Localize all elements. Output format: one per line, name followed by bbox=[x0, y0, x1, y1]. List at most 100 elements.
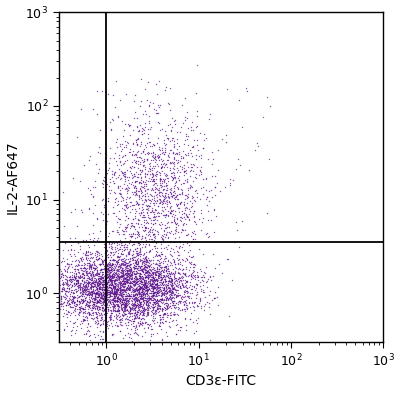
Point bbox=[126, 248, 133, 255]
Point bbox=[128, 305, 134, 311]
Point bbox=[122, 303, 128, 309]
Point bbox=[94, 216, 100, 222]
Point bbox=[86, 311, 92, 317]
Point bbox=[164, 300, 170, 306]
Point bbox=[146, 280, 152, 286]
Point bbox=[99, 286, 106, 293]
Point bbox=[78, 255, 84, 262]
Point bbox=[64, 293, 71, 299]
Point bbox=[162, 282, 168, 288]
Point bbox=[99, 288, 106, 295]
Point bbox=[134, 269, 140, 275]
Point bbox=[128, 233, 135, 240]
Point bbox=[141, 217, 147, 223]
Point bbox=[142, 254, 148, 260]
Point bbox=[139, 288, 145, 295]
Point bbox=[118, 256, 124, 263]
Point bbox=[149, 304, 155, 310]
Point bbox=[198, 152, 204, 158]
Point bbox=[153, 277, 159, 283]
Point bbox=[194, 273, 200, 280]
Point bbox=[187, 304, 193, 310]
Point bbox=[83, 331, 90, 337]
Point bbox=[150, 303, 156, 310]
Point bbox=[91, 258, 97, 264]
Point bbox=[125, 121, 132, 127]
Point bbox=[83, 252, 90, 258]
Point bbox=[105, 254, 111, 260]
Point bbox=[114, 184, 121, 191]
Point bbox=[167, 303, 173, 309]
Point bbox=[96, 273, 102, 279]
Point bbox=[133, 302, 140, 309]
Point bbox=[90, 296, 97, 302]
Point bbox=[72, 205, 78, 212]
Point bbox=[125, 267, 132, 273]
Point bbox=[86, 328, 92, 334]
Point bbox=[108, 279, 114, 285]
Point bbox=[160, 320, 166, 327]
Point bbox=[182, 271, 189, 277]
Point bbox=[129, 273, 135, 280]
Point bbox=[154, 190, 160, 197]
Point bbox=[126, 167, 133, 174]
Point bbox=[164, 288, 171, 295]
Point bbox=[110, 275, 116, 281]
Point bbox=[194, 142, 200, 148]
Point bbox=[144, 203, 150, 210]
Point bbox=[96, 255, 102, 261]
Point bbox=[112, 264, 118, 271]
Point bbox=[169, 284, 175, 290]
Point bbox=[164, 223, 170, 230]
Point bbox=[87, 289, 93, 295]
Point bbox=[99, 269, 106, 275]
Point bbox=[157, 284, 163, 290]
Point bbox=[158, 274, 164, 281]
Point bbox=[158, 290, 164, 297]
Point bbox=[105, 306, 111, 312]
Point bbox=[96, 281, 102, 288]
Point bbox=[238, 218, 245, 225]
Point bbox=[136, 302, 142, 308]
Point bbox=[90, 301, 96, 307]
Point bbox=[171, 292, 177, 299]
Point bbox=[160, 297, 166, 303]
Point bbox=[110, 277, 117, 284]
Point bbox=[66, 261, 72, 267]
Point bbox=[127, 287, 133, 293]
Point bbox=[85, 312, 92, 318]
Point bbox=[148, 284, 155, 291]
Point bbox=[80, 256, 86, 262]
Point bbox=[63, 273, 69, 279]
Point bbox=[124, 280, 130, 286]
Point bbox=[104, 268, 110, 275]
Point bbox=[128, 289, 134, 296]
Point bbox=[88, 289, 94, 295]
Point bbox=[78, 296, 84, 302]
Point bbox=[133, 259, 140, 265]
Point bbox=[185, 214, 191, 220]
Point bbox=[117, 316, 124, 323]
Point bbox=[145, 303, 152, 310]
Point bbox=[112, 277, 118, 283]
Point bbox=[94, 285, 100, 292]
Point bbox=[156, 286, 163, 292]
Point bbox=[106, 257, 113, 263]
Point bbox=[150, 237, 157, 243]
Point bbox=[143, 282, 149, 289]
Point bbox=[172, 182, 178, 188]
Point bbox=[166, 295, 172, 301]
Point bbox=[87, 153, 93, 160]
Point bbox=[88, 291, 95, 297]
Point bbox=[134, 331, 140, 337]
Point bbox=[170, 211, 176, 217]
Point bbox=[153, 310, 160, 316]
Point bbox=[109, 286, 116, 292]
Point bbox=[129, 255, 136, 261]
Point bbox=[123, 269, 129, 276]
Point bbox=[118, 306, 125, 312]
Point bbox=[204, 299, 210, 305]
Point bbox=[110, 291, 117, 297]
Point bbox=[137, 300, 144, 306]
Point bbox=[164, 282, 170, 288]
